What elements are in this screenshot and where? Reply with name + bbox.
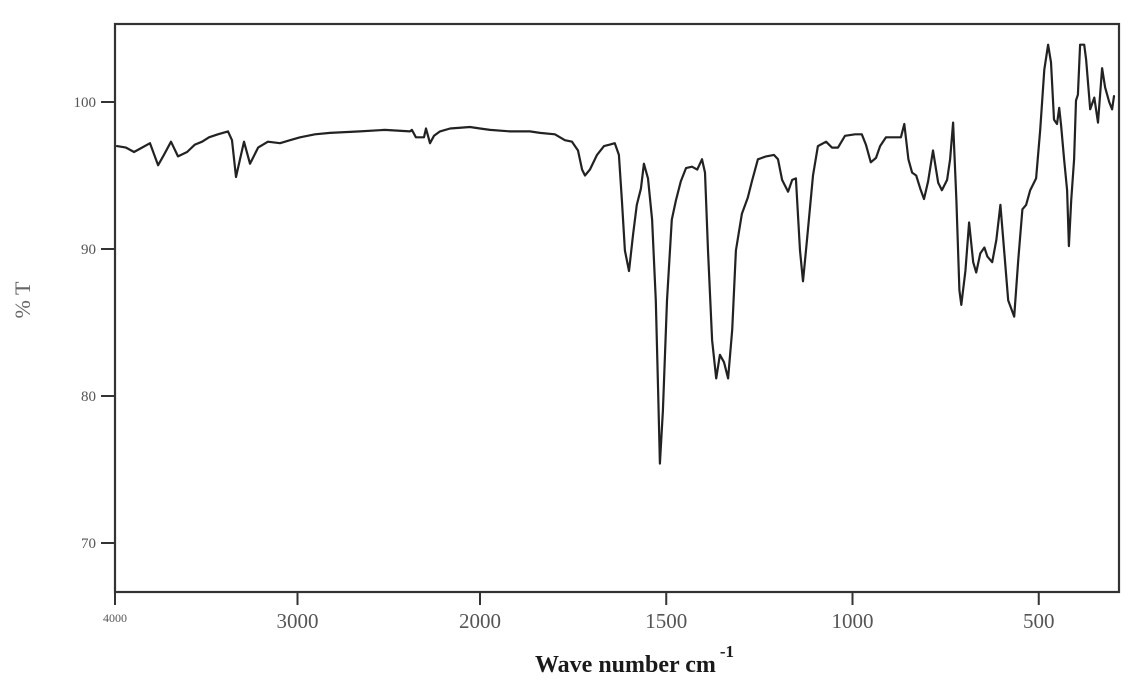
x-tick-label: 3000 <box>277 609 319 633</box>
x-tick-label: 1500 <box>645 609 687 633</box>
x-tick-label: 500 <box>1023 609 1055 633</box>
y-tick-label: 90 <box>81 242 96 258</box>
x-tick-label: 4000 <box>103 611 127 625</box>
x-axis-ticks: 4000 3000 2000 1500 1000 500 <box>103 592 1055 633</box>
y-tick-label: 100 <box>74 95 97 111</box>
x-tick-label: 2000 <box>459 609 501 633</box>
y-tick-label: 80 <box>81 389 96 405</box>
x-axis-label-text: Wave number cm <box>535 652 716 678</box>
spectrum-line <box>115 43 1116 465</box>
x-axis-label-superscript: -1 <box>719 642 735 661</box>
x-axis-label: Wave number cm-1 <box>535 642 734 679</box>
y-axis-ticks: 100 90 80 70 <box>74 95 115 552</box>
plot-frame <box>113 22 1121 594</box>
y-axis-label: % T <box>10 281 35 319</box>
y-tick-label: 70 <box>81 536 96 552</box>
x-tick-label: 1000 <box>832 609 874 633</box>
